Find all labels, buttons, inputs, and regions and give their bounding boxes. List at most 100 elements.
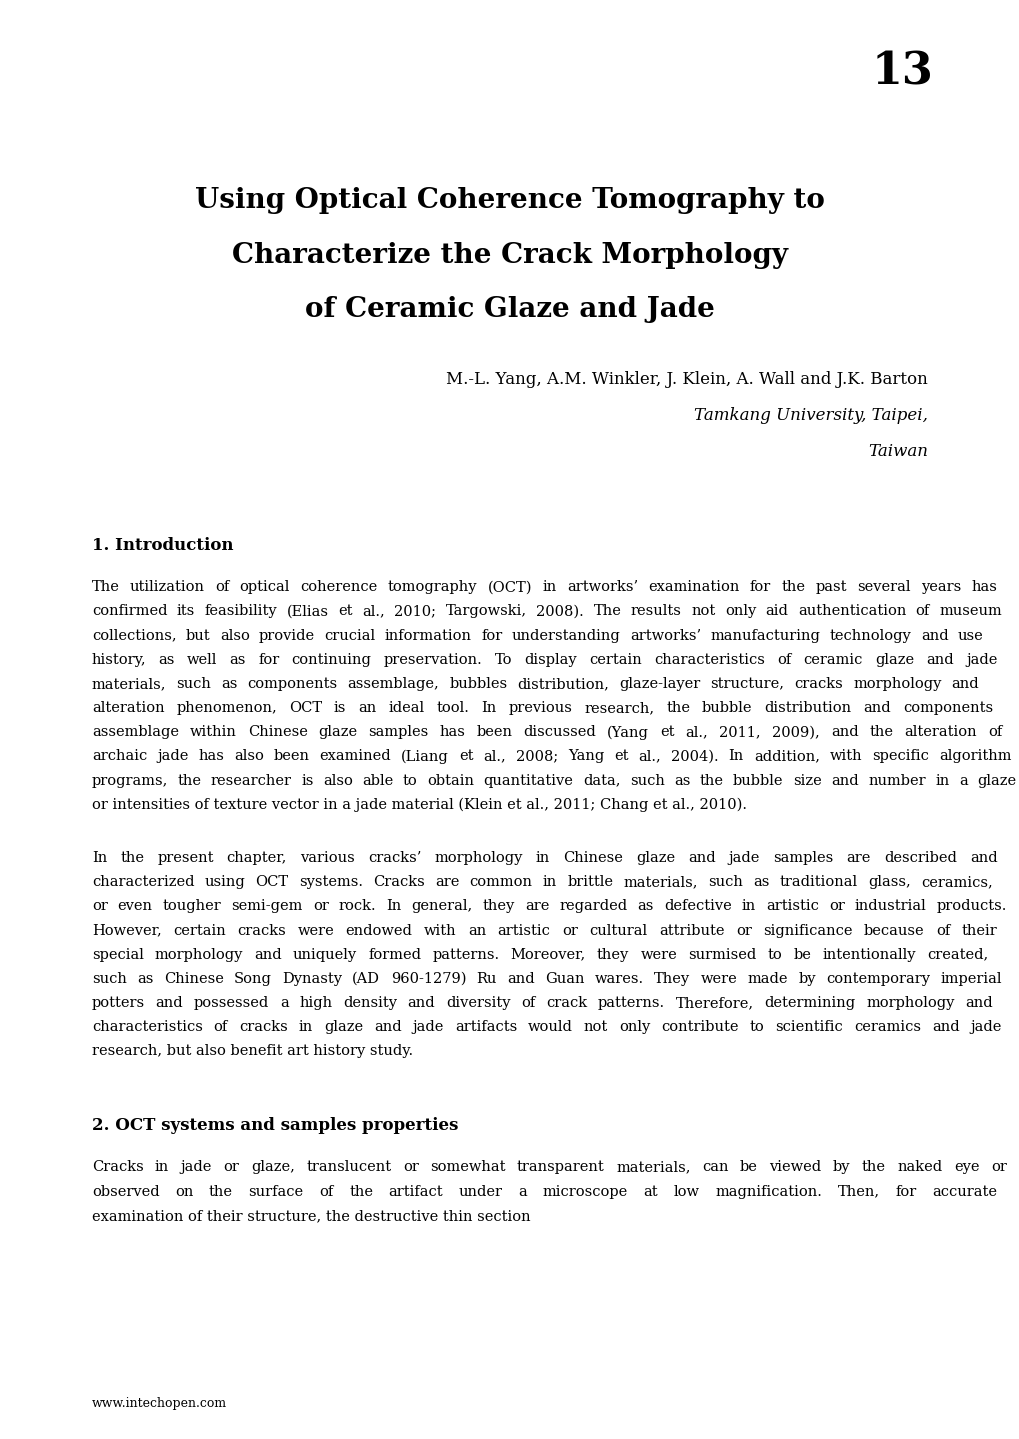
Text: be: be — [793, 948, 810, 961]
Text: 2008;: 2008; — [516, 750, 557, 764]
Text: of: of — [776, 653, 791, 666]
Text: even: even — [117, 899, 153, 914]
Text: uniquely: uniquely — [292, 948, 357, 961]
Text: archaic: archaic — [92, 750, 147, 764]
Text: has: has — [971, 580, 997, 594]
Text: the: the — [861, 1160, 886, 1174]
Text: glaze: glaze — [636, 850, 675, 865]
Text: chapter,: chapter, — [226, 850, 286, 865]
Text: programs,: programs, — [92, 774, 168, 787]
Text: characteristics: characteristics — [653, 653, 764, 666]
Text: 2. OCT systems and samples properties: 2. OCT systems and samples properties — [92, 1117, 458, 1134]
Text: museum: museum — [938, 604, 1002, 619]
Text: discussed: discussed — [523, 725, 596, 740]
Text: by: by — [833, 1160, 850, 1174]
Text: artifacts: artifacts — [454, 1020, 517, 1035]
Text: traditional: traditional — [780, 875, 857, 889]
Text: to: to — [767, 948, 782, 961]
Text: 2009),: 2009), — [771, 725, 819, 740]
Text: certain: certain — [173, 924, 225, 938]
Text: results: results — [630, 604, 681, 619]
Text: Characterize the Crack Morphology: Characterize the Crack Morphology — [231, 242, 788, 269]
Text: algorithm: algorithm — [938, 750, 1011, 764]
Text: distribution,: distribution, — [517, 676, 608, 691]
Text: of: of — [915, 604, 929, 619]
Text: the: the — [177, 774, 202, 787]
Text: or: or — [561, 924, 578, 938]
Text: brittle: brittle — [567, 875, 612, 889]
Text: wares.: wares. — [594, 971, 643, 986]
Text: somewhat: somewhat — [430, 1160, 505, 1174]
Text: feasibility: feasibility — [204, 604, 277, 619]
Text: In: In — [728, 750, 743, 764]
Text: utilization: utilization — [129, 580, 205, 594]
Text: alteration: alteration — [904, 725, 976, 740]
Text: and: and — [506, 971, 534, 986]
Text: 2004).: 2004). — [671, 750, 718, 764]
Text: tomography: tomography — [387, 580, 477, 594]
Text: they: they — [482, 899, 515, 914]
Text: the: the — [120, 850, 144, 865]
Text: obtain: obtain — [427, 774, 474, 787]
Text: jade: jade — [729, 850, 759, 865]
Text: morphology: morphology — [865, 996, 954, 1010]
Text: artworks’: artworks’ — [630, 629, 700, 643]
Text: jade: jade — [180, 1160, 212, 1174]
Text: glass,: glass, — [867, 875, 910, 889]
Text: crack: crack — [545, 996, 587, 1010]
Text: general,: general, — [411, 899, 473, 914]
Text: To: To — [494, 653, 512, 666]
Text: determining: determining — [763, 996, 855, 1010]
Text: such: such — [92, 971, 126, 986]
Text: were: were — [700, 971, 737, 986]
Text: of: of — [935, 924, 950, 938]
Text: translucent: translucent — [306, 1160, 391, 1174]
Text: of: of — [319, 1184, 333, 1199]
Text: In: In — [386, 899, 401, 914]
Text: can: can — [701, 1160, 728, 1174]
Text: al.,: al., — [362, 604, 384, 619]
Text: and: and — [931, 1020, 959, 1035]
Text: They: They — [653, 971, 690, 986]
Text: surface: surface — [249, 1184, 304, 1199]
Text: glaze-layer: glaze-layer — [619, 676, 700, 691]
Text: jade: jade — [970, 1020, 1002, 1035]
Text: examination of their structure, the destructive thin section: examination of their structure, the dest… — [92, 1209, 530, 1223]
Text: et: et — [613, 750, 628, 764]
Text: were: were — [298, 924, 334, 938]
Text: Guan: Guan — [544, 971, 584, 986]
Text: provide: provide — [259, 629, 315, 643]
Text: under: under — [459, 1184, 502, 1199]
Text: OCT: OCT — [255, 875, 288, 889]
Text: jade: jade — [412, 1020, 443, 1035]
Text: special: special — [92, 948, 144, 961]
Text: semi-gem: semi-gem — [231, 899, 303, 914]
Text: and: and — [408, 996, 435, 1010]
Text: because: because — [863, 924, 924, 938]
Text: phenomenon,: phenomenon, — [176, 701, 277, 715]
Text: Cracks: Cracks — [373, 875, 424, 889]
Text: Chinese: Chinese — [163, 971, 223, 986]
Text: or: or — [828, 899, 844, 914]
Text: The: The — [593, 604, 621, 619]
Text: 2008).: 2008). — [536, 604, 584, 619]
Text: not: not — [583, 1020, 607, 1035]
Text: information: information — [384, 629, 472, 643]
Text: morphology: morphology — [434, 850, 522, 865]
Text: common: common — [469, 875, 532, 889]
Text: significance: significance — [762, 924, 852, 938]
Text: optical: optical — [239, 580, 289, 594]
Text: as: as — [221, 676, 237, 691]
Text: research,: research, — [584, 701, 653, 715]
Text: However,: However, — [92, 924, 161, 938]
Text: technology: technology — [829, 629, 911, 643]
Text: Chinese: Chinese — [248, 725, 307, 740]
Text: artifact: artifact — [388, 1184, 443, 1199]
Text: are: are — [434, 875, 459, 889]
Text: al.,: al., — [685, 725, 708, 740]
Text: are: are — [525, 899, 549, 914]
Text: use: use — [957, 629, 982, 643]
Text: accurate: accurate — [931, 1184, 997, 1199]
Text: be: be — [740, 1160, 757, 1174]
Text: for: for — [481, 629, 502, 643]
